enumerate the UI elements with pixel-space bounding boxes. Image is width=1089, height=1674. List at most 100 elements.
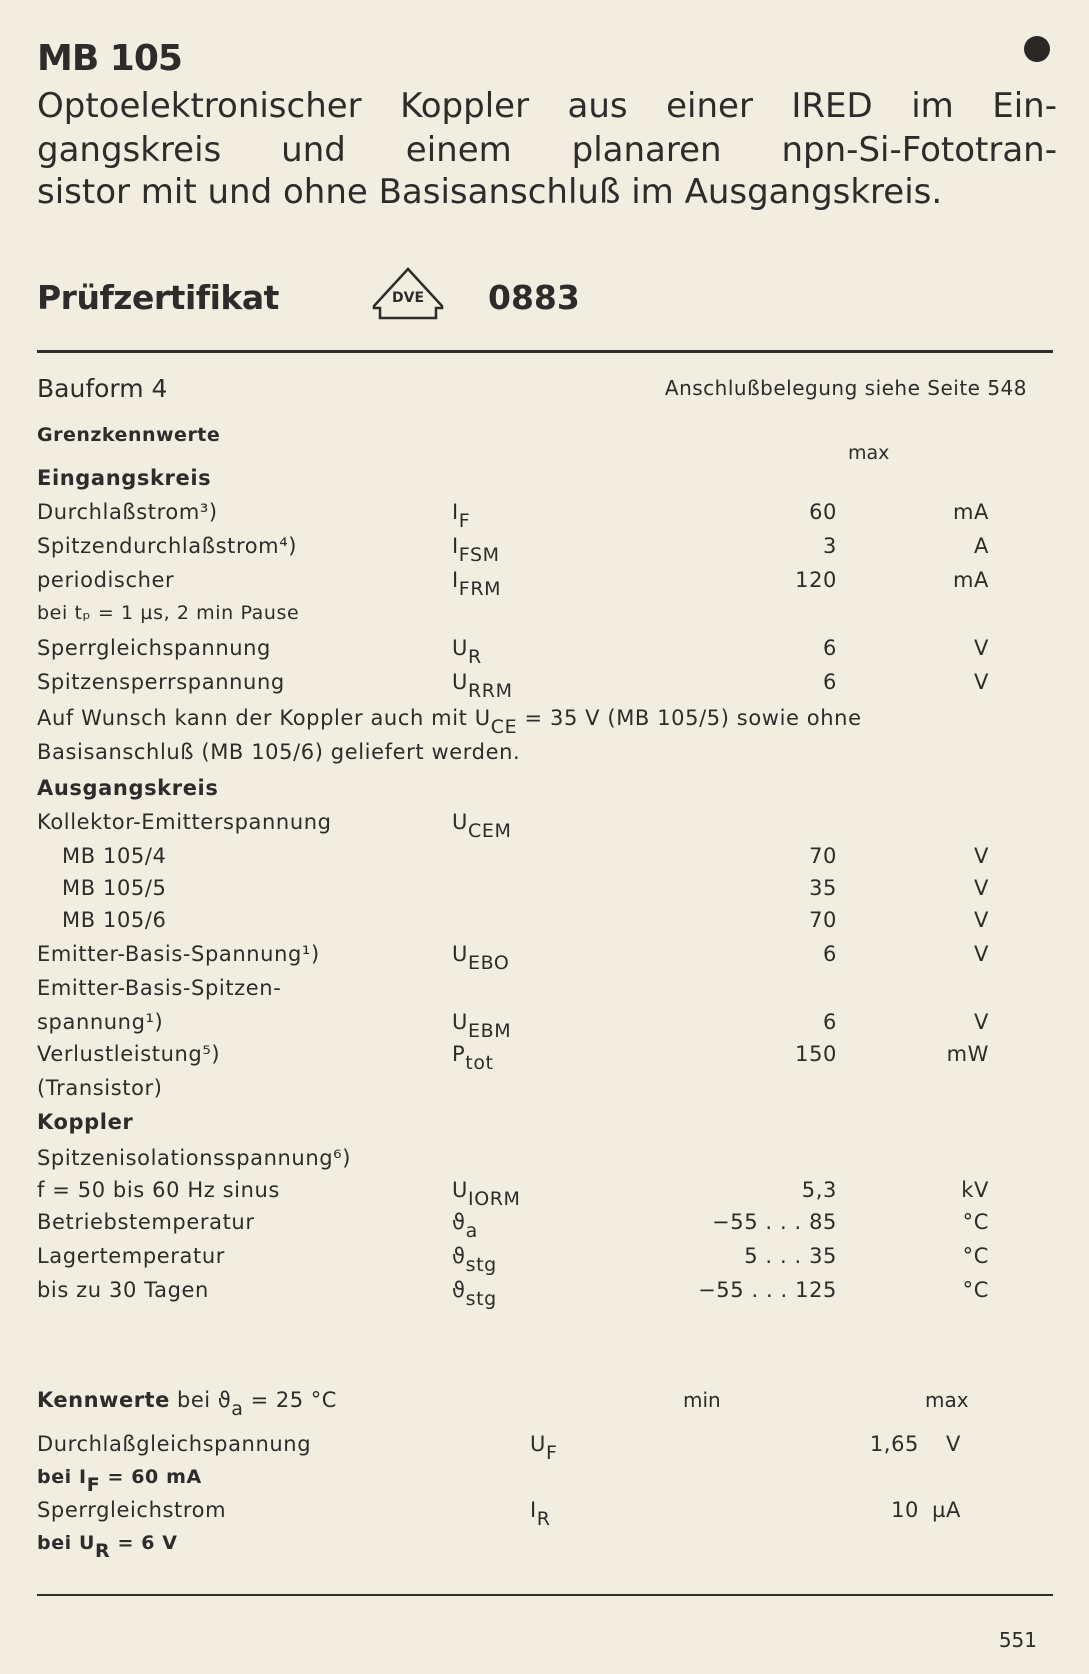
symbol-subscript: EBO [467, 952, 510, 974]
row-value: 3 [823, 534, 837, 558]
label-text: periodischer [37, 568, 175, 592]
table-row: Verlustleistung⁵) Ptot 150 mW [0, 1042, 1089, 1076]
table-row: bis zu 30 Tagen ϑstg −55 . . . 125 °C [0, 1278, 1089, 1312]
label-subscript: R [95, 1540, 111, 1562]
intro-line-3: sistor mit und ohne Basisanschluß im Aus… [37, 172, 943, 212]
heading-condition: bei ϑ [177, 1388, 232, 1412]
row-symbol: IFRM [452, 568, 501, 600]
symbol-letter: ϑ [452, 1278, 466, 1302]
row-label: MB 105/5 [62, 876, 167, 900]
row-symbol: ϑstg [452, 1244, 497, 1276]
characteristics-heading: Kennwerte bei ϑa = 25 °C [37, 1388, 337, 1420]
table-row: Sperrgleichstrom IR 10 µA [0, 1498, 1089, 1532]
row-label: (Transistor) [37, 1076, 163, 1100]
row-symbol: Ptot [452, 1042, 494, 1074]
row-label: bei IF = 60 mA [37, 1466, 202, 1496]
table-row: bei UR = 6 V [0, 1532, 1089, 1566]
symbol-letter: I [530, 1498, 537, 1522]
label-text: bis zu 30 Tagen [37, 1278, 209, 1302]
page-number: 551 [998, 1628, 1037, 1652]
row-label: Eingangskreis [37, 466, 211, 490]
row-label: Sperrgleichspannung [37, 636, 271, 660]
label-text: Emitter-Basis-Spannung¹) [37, 942, 320, 966]
label-text: Sperrgleichstrom [37, 1498, 227, 1522]
table-row: Spitzendurchlaßstrom⁴) IFSM 3 A [0, 534, 1089, 568]
symbol-subscript: stg [465, 1254, 497, 1276]
bottom-divider [37, 1594, 1053, 1596]
row-value: 35 [809, 876, 837, 900]
row-symbol: UIORM [452, 1178, 521, 1210]
symbol-letter: I [452, 534, 459, 558]
max-column-header-kw: max [925, 1388, 969, 1412]
label-text: MB 105/6 [62, 908, 167, 932]
row-value: 120 [795, 568, 837, 592]
label-text: (Transistor) [37, 1076, 163, 1100]
row-unit: mW [946, 1042, 989, 1066]
row-label: bei tₚ = 1 µs, 2 min Pause [37, 602, 299, 624]
table-row: (Transistor) [0, 1076, 1089, 1110]
table-row: Kollektor-Emitterspannung UCEM [0, 810, 1089, 844]
symbol-letter: I [452, 500, 459, 524]
label-text: Basisanschluß (MB 105/6) geliefert werde… [37, 740, 521, 764]
table-row: Lagertemperatur ϑstg 5 . . . 35 °C [0, 1244, 1089, 1278]
symbol-letter: U [452, 670, 468, 694]
table-row: Auf Wunsch kann der Koppler auch mit UCE… [0, 706, 1089, 740]
row-label: Betriebstemperatur [37, 1210, 255, 1234]
row-unit: kV [961, 1178, 989, 1202]
label-text: Lagertemperatur [37, 1244, 225, 1268]
row-label: Basisanschluß (MB 105/6) geliefert werde… [37, 740, 520, 764]
symbol-subscript: F [545, 1442, 558, 1464]
symbol-subscript: tot [465, 1052, 494, 1074]
symbol-subscript: EBM [467, 1020, 512, 1042]
row-unit: V [946, 1432, 961, 1456]
row-label: MB 105/6 [62, 908, 167, 932]
row-label: Kollektor-Emitterspannung [37, 810, 332, 834]
table-row: Ausgangskreis [0, 776, 1089, 810]
label-text: Spitzenisolationsspannung⁶) [37, 1146, 351, 1170]
intro-line-2: gangskreis und einem planaren npn-Si-Fot… [37, 130, 1057, 170]
row-label: Spitzendurchlaßstrom⁴) [37, 534, 297, 558]
row-label: bei UR = 6 V [37, 1532, 178, 1562]
table-row: Koppler [0, 1110, 1089, 1144]
row-label: Emitter-Basis-Spitzen- [37, 976, 281, 1000]
symbol-letter: U [530, 1432, 546, 1456]
row-symbol: IR [530, 1498, 551, 1530]
label-text: f = 50 bis 60 Hz sinus [37, 1178, 280, 1202]
symbol-letter: P [452, 1042, 466, 1066]
symbol-subscript: R [467, 646, 482, 668]
row-label: Sperrgleichstrom [37, 1498, 226, 1522]
label-suffix: = 35 V (MB 105/5) sowie ohne [524, 706, 862, 730]
row-value: 10 [891, 1498, 919, 1522]
row-symbol: URRM [452, 670, 513, 702]
row-label: f = 50 bis 60 Hz sinus [37, 1178, 280, 1202]
row-label: bis zu 30 Tagen [37, 1278, 209, 1302]
certificate-number: 0883 [488, 278, 580, 317]
dve-certification-logo-icon: DVE [368, 266, 448, 330]
table-row: Basisanschluß (MB 105/6) geliefert werde… [0, 740, 1089, 774]
row-value: 1,65 [869, 1432, 919, 1456]
label-text: bei tₚ = 1 µs, 2 min Pause [37, 602, 300, 624]
row-label: Ausgangskreis [37, 776, 218, 800]
row-label: Spitzenisolationsspannung⁶) [37, 1146, 351, 1170]
label-text: MB 105/4 [62, 844, 167, 868]
symbol-letter: U [452, 636, 468, 660]
row-label: Verlustleistung⁵) [37, 1042, 220, 1066]
certificate-label: Prüfzertifikat [37, 278, 279, 317]
row-unit: V [974, 636, 989, 660]
row-unit: V [974, 908, 989, 932]
row-value: 5 . . . 35 [744, 1244, 837, 1268]
symbol-subscript: stg [465, 1288, 497, 1310]
symbol-subscript: CEM [467, 820, 512, 842]
label-text: MB 105/5 [62, 876, 167, 900]
row-value: 70 [809, 908, 837, 932]
row-value: −55 . . . 85 [712, 1210, 837, 1234]
row-unit: °C [962, 1278, 989, 1302]
row-unit: V [974, 942, 989, 966]
label-suffix: = 6 V [117, 1532, 178, 1554]
symbol-letter: U [452, 1010, 468, 1034]
device-title: MB 105 [37, 38, 183, 79]
row-symbol: UF [530, 1432, 558, 1464]
row-value: 60 [809, 500, 837, 524]
symbol-subscript: IORM [467, 1188, 521, 1210]
label-text: Durchlaßstrom³) [37, 500, 218, 524]
